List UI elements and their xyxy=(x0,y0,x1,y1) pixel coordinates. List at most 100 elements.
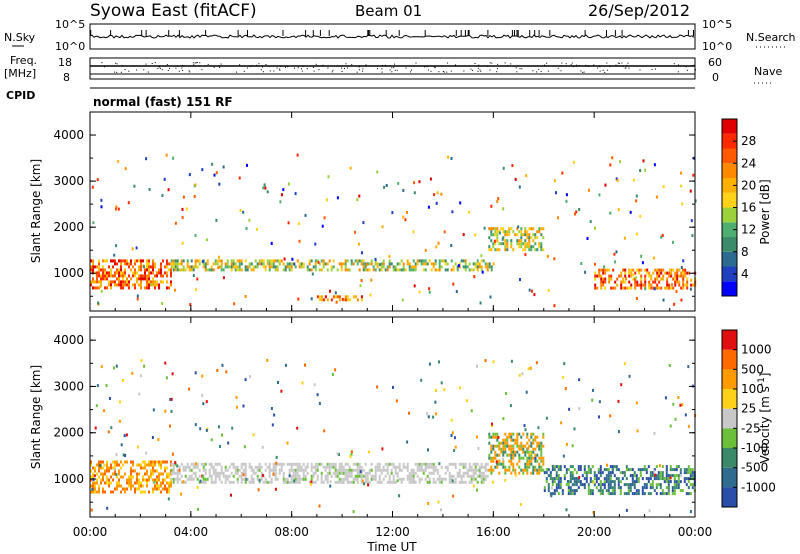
velocity-cell xyxy=(659,474,662,478)
velocity-cell xyxy=(374,477,377,481)
velocity-cell xyxy=(162,487,164,491)
power-cell xyxy=(456,265,459,269)
velocity-cell xyxy=(524,453,527,457)
power-cell xyxy=(170,271,172,275)
power-cell xyxy=(168,268,170,272)
velocity-cell xyxy=(162,478,164,482)
velocity-cell xyxy=(166,466,168,470)
velocity-cell xyxy=(264,477,267,481)
mode-text: normal (fast) 151 RF xyxy=(93,95,233,109)
power-cell xyxy=(364,268,367,272)
power-cell xyxy=(594,274,597,278)
power-cell xyxy=(532,245,535,249)
power-cell xyxy=(346,295,349,299)
power-cell xyxy=(232,259,235,263)
power-cell xyxy=(222,276,225,280)
power-cell xyxy=(306,268,309,272)
power-cell xyxy=(526,245,529,249)
velocity-cell xyxy=(561,492,564,496)
velocity-cell xyxy=(298,468,301,472)
power-cell xyxy=(172,156,175,160)
colorbar-swatch xyxy=(722,408,737,429)
power-cell xyxy=(506,233,509,237)
velocity-cell xyxy=(563,465,566,469)
velocity-cell xyxy=(597,483,600,487)
power-cell xyxy=(297,222,300,226)
velocity-cell xyxy=(216,462,219,466)
power-cell xyxy=(360,298,363,302)
power-cell xyxy=(174,262,177,266)
nave-dot xyxy=(256,65,258,67)
nave-dot xyxy=(582,71,584,73)
power-cell xyxy=(422,262,425,266)
velocity-cell xyxy=(261,473,264,477)
power-cell xyxy=(214,262,217,266)
power-cell xyxy=(510,227,513,231)
nave-dot xyxy=(280,65,282,67)
velocity-cell xyxy=(470,474,473,478)
power-cell xyxy=(427,205,430,209)
velocity-cell xyxy=(468,480,471,484)
velocity-cell xyxy=(166,472,168,476)
velocity-cell xyxy=(304,477,307,481)
power-cell xyxy=(136,271,138,275)
velocity-cell xyxy=(176,477,179,481)
velocity-cell xyxy=(661,465,664,469)
velocity-cell xyxy=(352,468,355,472)
power-cell xyxy=(526,233,529,237)
power-cell xyxy=(524,227,527,231)
power-cell xyxy=(350,259,353,263)
velocity-cell xyxy=(508,459,511,463)
velocity-cell xyxy=(579,468,582,472)
power-cell xyxy=(170,268,172,272)
velocity-cell xyxy=(312,471,315,475)
velocity-cell xyxy=(408,474,411,478)
power-cell xyxy=(382,265,385,269)
velocity-cell xyxy=(364,480,367,484)
power-cell xyxy=(446,268,449,272)
power-cell xyxy=(120,280,122,284)
power-cell xyxy=(483,226,486,230)
velocity-cell xyxy=(534,465,537,469)
power-cell xyxy=(340,262,343,266)
velocity-cell xyxy=(313,383,316,387)
velocity-cell xyxy=(577,486,580,490)
power-cell xyxy=(496,230,499,234)
power-cell xyxy=(311,272,314,276)
power-cell xyxy=(204,268,207,272)
velocity-cell xyxy=(424,468,427,472)
velocity-cell xyxy=(591,465,594,469)
velocity-cell xyxy=(605,468,608,472)
velocity-cell xyxy=(592,480,595,484)
power-cell xyxy=(154,280,156,284)
power-cell xyxy=(472,262,475,266)
velocity-cell xyxy=(95,404,98,408)
velocity-cell xyxy=(164,460,166,464)
power-cell xyxy=(466,265,469,269)
velocity-cell xyxy=(472,471,475,475)
velocity-cell xyxy=(536,444,539,448)
velocity-cell xyxy=(212,465,215,469)
power-cell xyxy=(608,280,611,284)
power-cell xyxy=(156,274,158,278)
nave-dot xyxy=(219,65,221,67)
power-cell xyxy=(511,164,514,168)
velocity-cell xyxy=(400,477,403,481)
nave-dot xyxy=(677,71,679,73)
velocity-cell xyxy=(306,462,309,466)
power-cell xyxy=(334,291,337,295)
velocity-cell xyxy=(420,465,423,469)
power-cell xyxy=(613,252,616,256)
velocity-cell xyxy=(226,477,229,481)
velocity-cell xyxy=(98,487,100,491)
velocity-cell xyxy=(158,460,160,464)
power-cell xyxy=(452,282,455,286)
velocity-cell xyxy=(140,481,142,485)
velocity-cell xyxy=(152,487,154,491)
power-cell xyxy=(100,283,102,287)
velocity-cell xyxy=(310,465,313,469)
power-cell xyxy=(652,286,655,290)
power-cell xyxy=(624,274,627,278)
power-cell xyxy=(512,230,515,234)
power-cell xyxy=(115,207,117,211)
